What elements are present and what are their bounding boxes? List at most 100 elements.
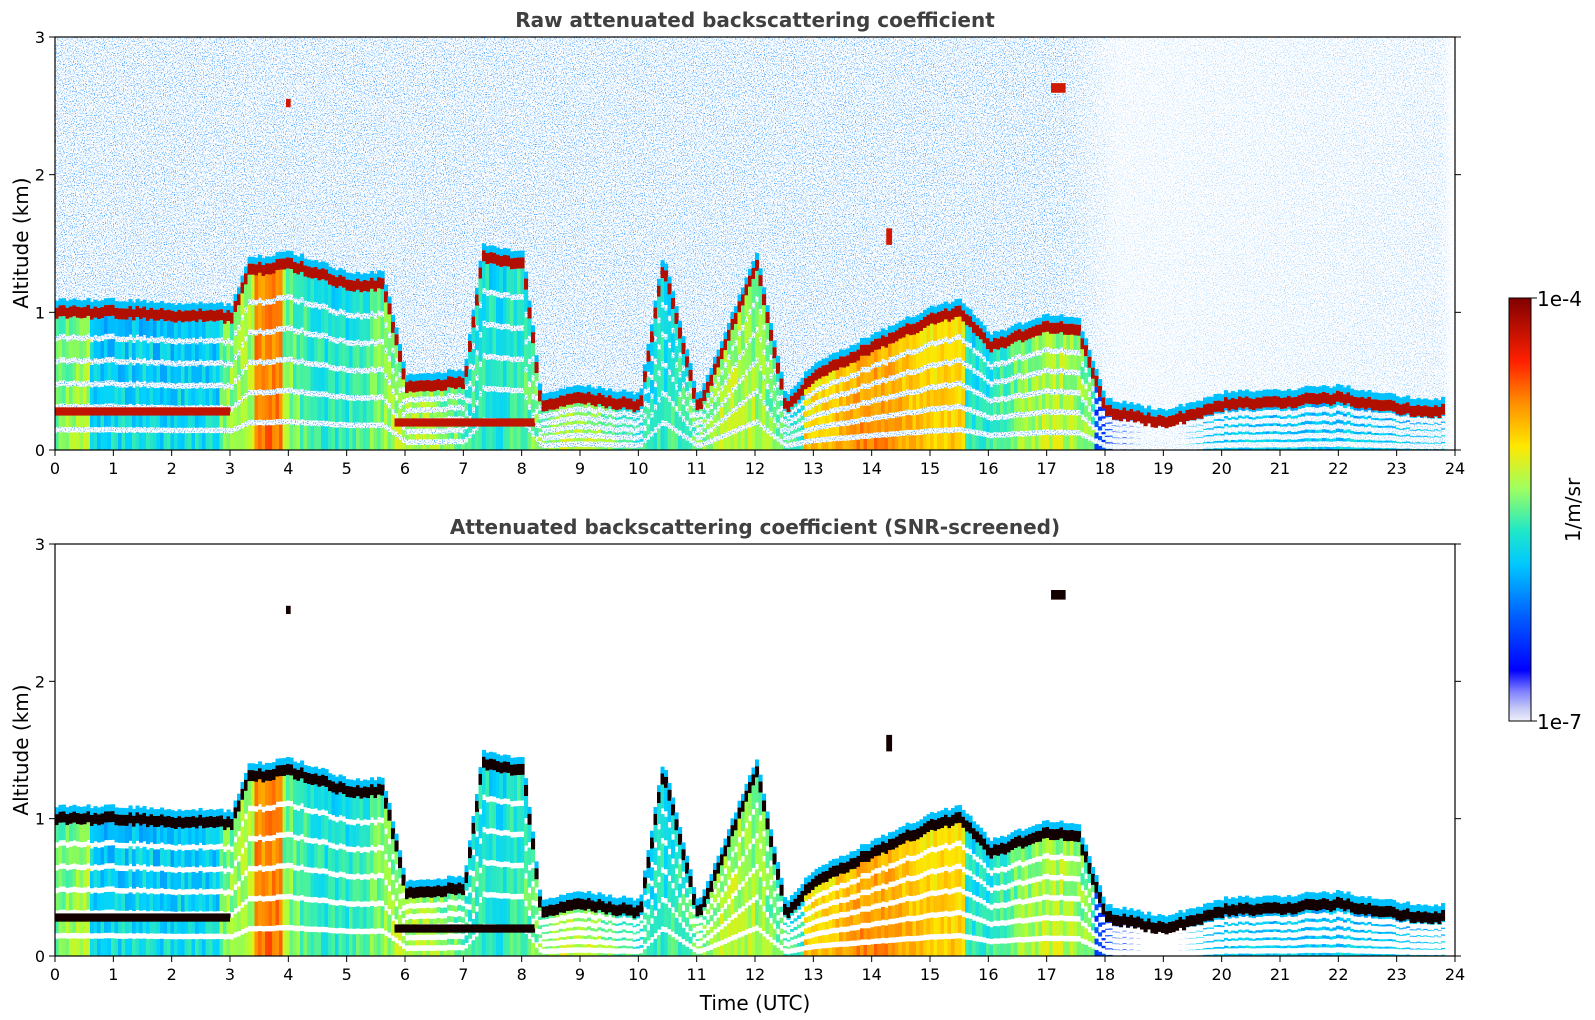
bl-cell (293, 425, 298, 450)
bl-cell (982, 418, 987, 432)
cloud-edge-cell (933, 306, 938, 314)
bl-cell (1045, 372, 1050, 389)
residual-layer-cell (191, 407, 196, 416)
bl-cell (657, 349, 662, 371)
residual-layer-cell (181, 913, 186, 922)
bl-cell (181, 850, 186, 868)
bl-cell (727, 417, 732, 431)
cloud-core-cell (730, 318, 735, 330)
bl-cell (1206, 448, 1211, 450)
bl-cell (573, 952, 578, 956)
bl-cell (713, 934, 718, 943)
residual-layer-cell (149, 913, 154, 922)
x-tick-label: 14 (861, 459, 881, 478)
bl-cell (237, 355, 242, 375)
bl-cell (440, 391, 445, 397)
bl-cell (429, 919, 434, 925)
cloud-edge-cell (594, 388, 599, 396)
bl-cell (104, 822, 109, 841)
bl-cell (156, 320, 161, 338)
bl-cell (559, 447, 564, 450)
bl-cell (947, 410, 952, 428)
bl-cell (874, 349, 879, 362)
bl-cell (1241, 408, 1246, 411)
bl-cell (594, 945, 599, 948)
cloud-core-cell (685, 862, 690, 874)
cloud-core-cell (517, 763, 522, 775)
cloud-edge-cell (618, 897, 623, 905)
bl-cell (545, 411, 550, 413)
bl-cell (597, 446, 602, 450)
bl-cell (485, 834, 490, 861)
bl-cell (856, 423, 861, 435)
bl-cell (436, 433, 441, 440)
cloud-core-cell (520, 257, 525, 269)
bl-cell (496, 866, 501, 893)
bl-cell (205, 827, 210, 845)
bl-cell (1087, 367, 1092, 377)
bl-cell (261, 395, 266, 421)
cloud-core-cell (433, 886, 438, 898)
bl-cell (958, 409, 963, 427)
bl-cell (90, 364, 95, 383)
bl-cell (86, 432, 91, 450)
bl-cell (1420, 436, 1425, 438)
bl-cell (107, 432, 112, 450)
bl-cell (1339, 411, 1344, 415)
bl-cell (1087, 396, 1092, 407)
bl-cell (566, 421, 571, 425)
bl-cell (1420, 442, 1425, 444)
cloud-edge-cell (1136, 403, 1141, 411)
bl-cell (1322, 446, 1327, 450)
bl-cell (517, 899, 522, 925)
bl-cell (1227, 425, 1232, 428)
bl-cell (541, 917, 546, 920)
bl-cell (832, 427, 837, 436)
residual-layer-cell (107, 913, 112, 922)
cloud-edge-cell (1203, 397, 1208, 405)
bl-cell (391, 839, 396, 855)
bl-cell (111, 845, 116, 864)
cloud-edge-cell (62, 804, 67, 812)
cloud-core-cell (1364, 398, 1369, 410)
bl-cell (527, 341, 532, 359)
bl-cell (842, 367, 847, 377)
bl-cell (128, 409, 133, 427)
bl-cell (1248, 447, 1253, 450)
cloud-core-cell (839, 356, 844, 368)
cloud-edge-cell (524, 778, 529, 786)
cloud-edge-cell (83, 806, 88, 814)
cloud-edge-cell (174, 811, 179, 819)
bl-cell (233, 431, 238, 450)
bl-cell (345, 879, 350, 902)
bl-cell (454, 411, 459, 417)
bl-cell (391, 920, 396, 936)
bl-cell (398, 899, 403, 910)
bl-cell (1094, 444, 1099, 450)
cloud-core-cell (272, 768, 277, 780)
bl-cell (587, 926, 592, 930)
bl-cell (783, 432, 788, 435)
cloud-core-cell (443, 885, 448, 897)
cloud-edge-cell (597, 892, 602, 900)
bl-cell (674, 323, 679, 341)
cloud-core-cell (1157, 414, 1162, 426)
bl-cell (1427, 442, 1432, 444)
bl-cell (636, 931, 641, 934)
bl-cell (632, 918, 637, 921)
bl-cell (492, 897, 497, 925)
bl-cell (471, 897, 476, 914)
bl-cell (356, 851, 361, 874)
bl-cell (405, 393, 410, 398)
cloud-edge-cell (79, 806, 84, 814)
bl-cell (1220, 441, 1225, 443)
bl-cell (212, 827, 217, 845)
residual-layer-cell (65, 913, 70, 922)
bl-cell (1441, 414, 1446, 417)
cloud-edge-cell (345, 779, 350, 787)
bl-cell (1122, 418, 1127, 420)
cloud-core-cell (492, 759, 497, 771)
bl-cell (380, 823, 385, 846)
bl-cell (615, 440, 620, 443)
bl-cell (912, 334, 917, 350)
